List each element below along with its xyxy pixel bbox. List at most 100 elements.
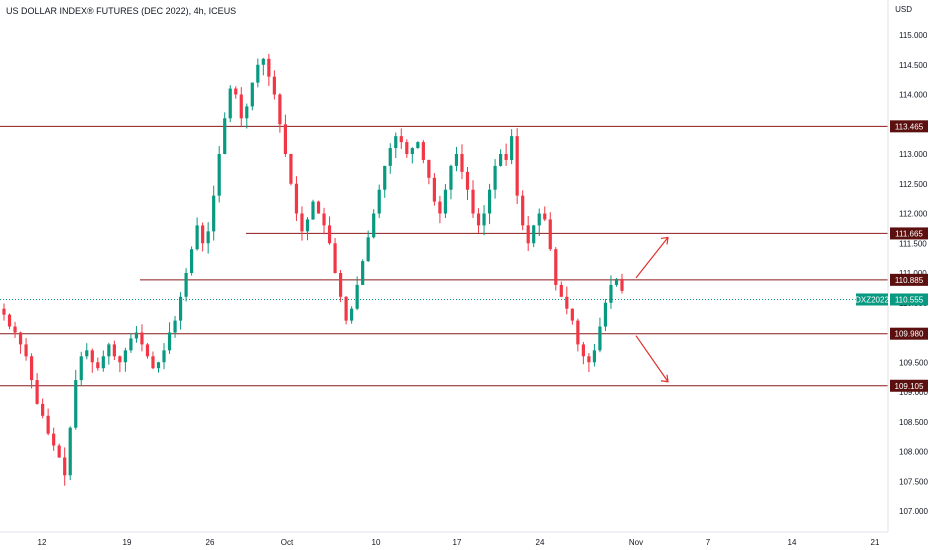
candle-body [46, 415, 50, 434]
candle-body [212, 195, 216, 232]
candle-body [267, 58, 271, 77]
candle-body [79, 356, 83, 381]
candle-body [344, 296, 348, 321]
candle-body [90, 350, 94, 363]
candle-body [603, 302, 608, 327]
candle-body [35, 380, 39, 404]
candle-body [482, 213, 486, 226]
candle-body [548, 219, 552, 250]
candle-body [272, 76, 276, 95]
level-badge-label: 111.665 [895, 229, 923, 238]
candle-body [234, 88, 238, 95]
candle-body [350, 308, 354, 321]
projection-arrowhead-down [660, 374, 669, 383]
candle-body [217, 154, 221, 196]
candle-body [151, 356, 155, 369]
candle-body [333, 243, 337, 273]
y-tick-label: 115.000 [899, 31, 928, 40]
level-badge [890, 327, 928, 340]
candle-body [250, 82, 254, 107]
x-tick-label: 19 [123, 538, 132, 547]
candle-body [7, 314, 12, 327]
y-tick-label: 111.500 [899, 239, 927, 248]
candle-body [476, 213, 481, 226]
candle-body [184, 273, 188, 297]
y-tick-label: 114.500 [899, 61, 928, 70]
projection-arrow-up [635, 237, 669, 279]
candle-body [24, 344, 28, 357]
y-tick-label: 108.500 [899, 418, 928, 427]
candle-body [460, 154, 464, 172]
candle-body [432, 177, 436, 202]
candle-body [2, 308, 6, 315]
arrows-layer [635, 236, 669, 383]
x-tick-label: 14 [788, 538, 797, 547]
candle-body [438, 201, 442, 214]
candle-body [421, 142, 425, 160]
level-badge [890, 273, 928, 286]
candle-body [399, 136, 403, 143]
y-tick-label: 109.500 [899, 358, 928, 367]
candle-body [162, 350, 166, 363]
y-tick-label: 112.500 [899, 180, 928, 189]
candle-body [173, 320, 177, 333]
candle-body [383, 165, 387, 190]
candle-body [510, 136, 514, 160]
candle-body [129, 338, 133, 351]
candle-body [57, 445, 61, 458]
x-tick-label: 24 [536, 538, 545, 547]
candle-body [167, 332, 172, 351]
candle-body [68, 427, 72, 476]
candle-body [41, 403, 45, 416]
level-badge-label: 110.885 [895, 276, 924, 285]
candle-body [316, 201, 321, 214]
candle-body [587, 356, 591, 363]
y-tick-label: 113.000 [899, 150, 928, 159]
x-tick-label: Nov [629, 538, 643, 547]
y-tick-label: 107.000 [899, 507, 928, 516]
candle-body [366, 237, 370, 262]
candle-body [52, 433, 56, 446]
candle-body [206, 231, 210, 244]
level-badge-label: 109.105 [895, 382, 924, 391]
candle-body [283, 124, 288, 154]
y-tick-label: 114.000 [899, 91, 928, 100]
candle-body [228, 88, 232, 119]
candle-body [18, 332, 23, 345]
candle-body [63, 457, 67, 476]
candle-body [300, 213, 304, 232]
candle-body [305, 219, 310, 232]
candle-body [112, 344, 116, 357]
x-tick-label: 12 [38, 538, 47, 547]
candle-body [372, 213, 376, 238]
candle-body [245, 106, 249, 119]
candle-body [515, 136, 519, 196]
candle-body [107, 344, 111, 357]
candle-body [405, 142, 409, 154]
candle-body [443, 189, 448, 214]
candle-body [454, 154, 459, 166]
projection-arrowhead-up [660, 236, 669, 245]
candle-body [504, 154, 508, 160]
candle-body [449, 165, 453, 190]
y-tick-label: 107.500 [899, 477, 928, 486]
x-tick-label: 10 [372, 538, 381, 547]
candle-body [559, 284, 563, 297]
candle-body [145, 344, 150, 357]
candle-body [394, 136, 398, 149]
candle-body [223, 118, 227, 154]
candle-body [377, 189, 381, 214]
x-tick-label: Oct [281, 538, 294, 547]
y-tick-label: 112.000 [899, 210, 928, 219]
x-tick-label: 7 [706, 538, 711, 547]
time-axis: 12 19 26 Oct 10 17 24 Nov 7 14 21 [38, 538, 880, 547]
chart-title: US DOLLAR INDEX® FUTURES (DEC 2022), 4h,… [6, 6, 237, 16]
candle-body [322, 213, 326, 226]
projection-arrow-down [635, 335, 669, 383]
candle-body [410, 148, 414, 154]
candle-body [620, 278, 624, 291]
candle-body [278, 94, 282, 125]
candle-body [570, 308, 574, 321]
candle-body [499, 154, 503, 166]
